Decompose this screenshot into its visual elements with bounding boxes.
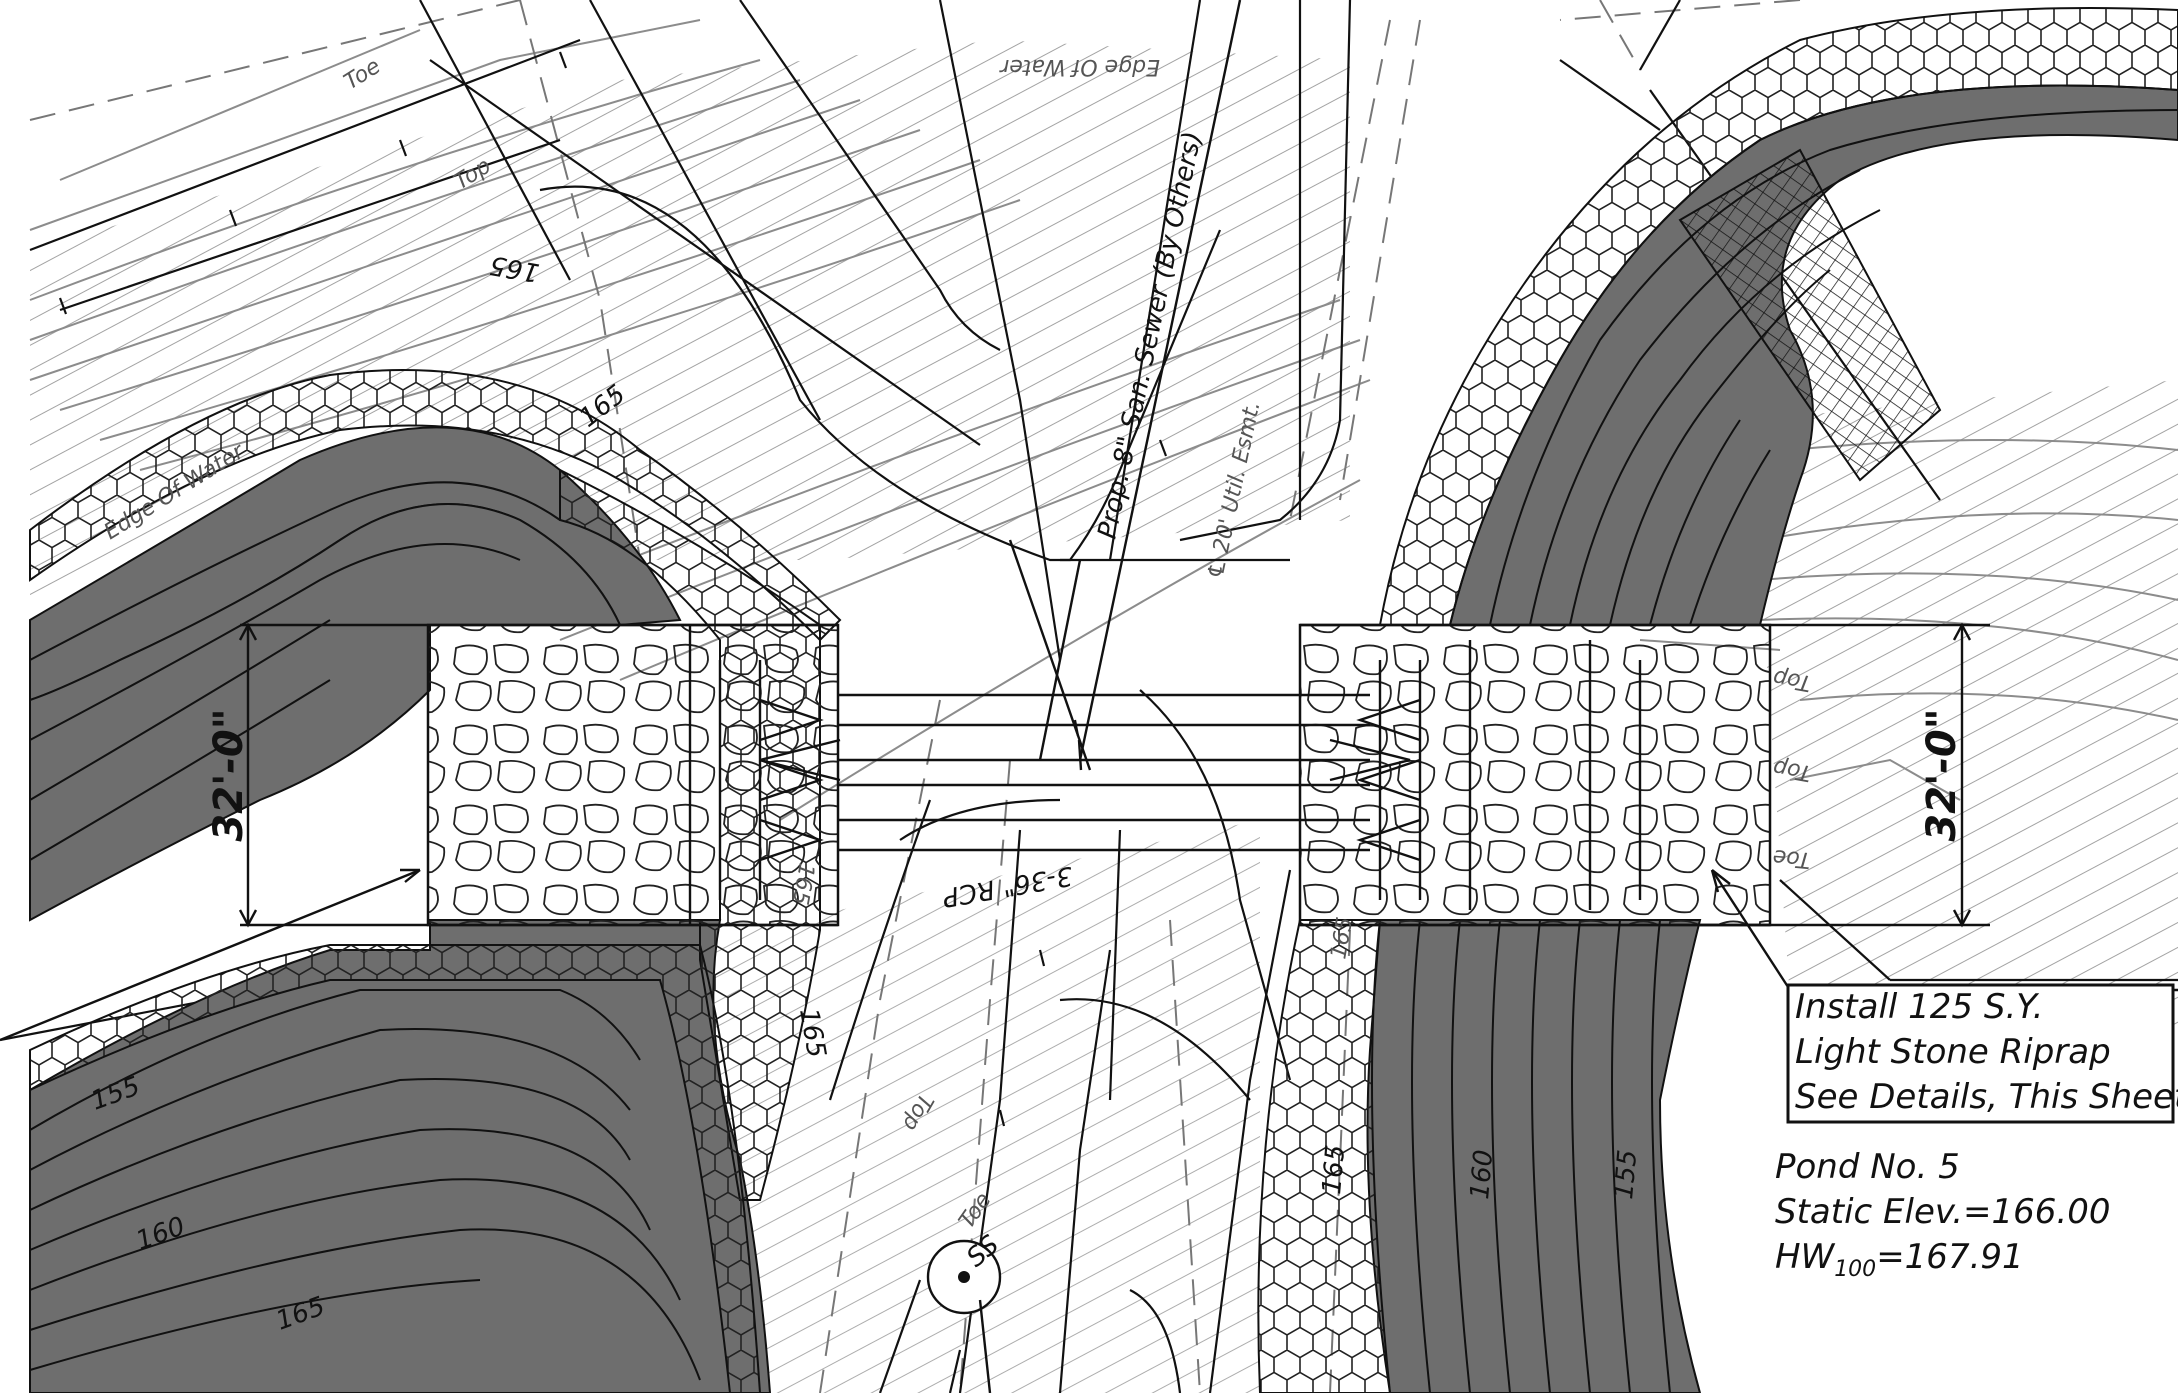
- pond-name: Pond No. 5: [1775, 1147, 1960, 1187]
- dimension-left: 32'-0": [206, 708, 252, 841]
- riprap-callout: Install 125 S.Y. Light Stone Riprap See …: [1786, 983, 2178, 1124]
- left-apron: [426, 623, 840, 927]
- right-apron: [1298, 623, 1772, 927]
- dimension-lines: [0, 622, 1990, 1042]
- left-embankment: [29, 426, 772, 1393]
- dashed-lines: [29, 0, 1801, 1393]
- label-edge-of-water-upper: Edge Of Water: [998, 54, 1160, 79]
- callout-line-3: See Details, This Sheet.: [1795, 1077, 2178, 1117]
- culvert-pipes: [759, 693, 1411, 852]
- pond-static-elev: Static Elev.=166.00: [1775, 1192, 2110, 1232]
- contour-label-160-right: 160: [1465, 1149, 1499, 1201]
- callout-line-2: Light Stone Riprap: [1795, 1032, 2111, 1072]
- stone-riprap-aprons: [426, 623, 1772, 927]
- pond-hw100: HW100=167.91: [1775, 1237, 2024, 1282]
- contour-label-155-right: 155: [1609, 1149, 1643, 1201]
- dimension-right: 32'-0": [1919, 708, 1965, 841]
- contour-label-165-right: 165: [1317, 1144, 1351, 1196]
- right-embankment: [1366, 84, 2178, 1393]
- pond-note: Pond No. 5 Static Elev.=166.00 HW100=167…: [1775, 1147, 2110, 1282]
- sewer-manhole: SS: [926, 1230, 1005, 1393]
- callout-line-1: Install 125 S.Y.: [1795, 987, 2043, 1027]
- label-toe-right: Toe: [1772, 844, 1812, 872]
- sewer-lines: [1008, 0, 1242, 771]
